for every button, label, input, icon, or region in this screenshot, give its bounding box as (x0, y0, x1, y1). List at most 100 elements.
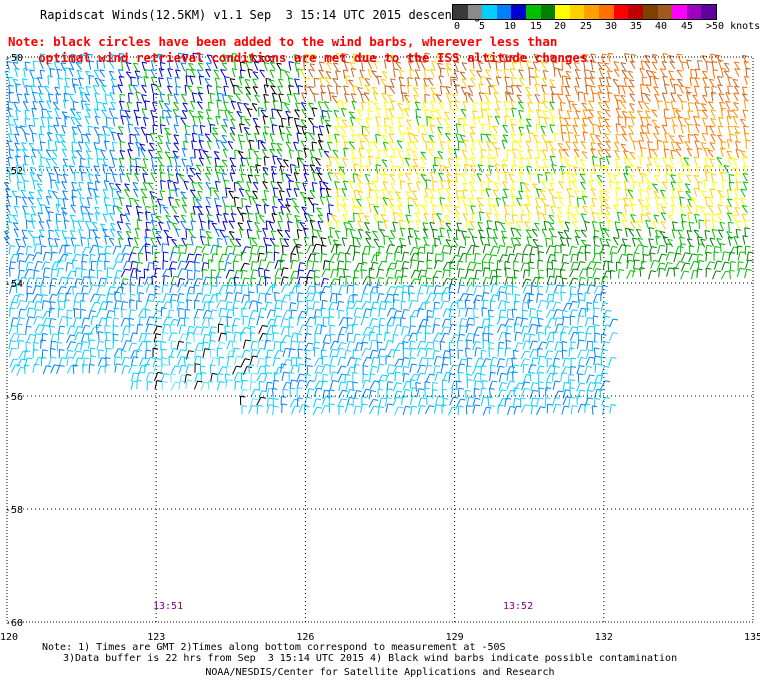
wind-barb-flag (527, 94, 533, 97)
wind-barb (661, 124, 667, 134)
wind-barb-flag (574, 61, 580, 64)
wind-barb (93, 165, 99, 174)
wind-barb (557, 143, 564, 151)
wind-barb (30, 206, 36, 215)
wind-barb (297, 85, 300, 95)
wind-barb-flag (69, 93, 75, 96)
wind-barb (541, 84, 546, 94)
wind-barb-flag (213, 253, 219, 256)
wind-barb (704, 157, 708, 168)
wind-barb-flag (244, 78, 251, 81)
wind-barb-flag (653, 132, 659, 135)
wind-barb-flag (158, 100, 165, 103)
wind-barb-flag (368, 155, 374, 158)
wind-barb-flag (424, 109, 430, 112)
wind-barb (528, 132, 532, 142)
wind-barb (502, 159, 508, 168)
wind-barb (61, 125, 66, 135)
wind-barb (510, 134, 516, 143)
wind-barb (296, 132, 300, 142)
wind-barb-flag (206, 166, 212, 169)
wind-barb (470, 189, 474, 199)
wind-barb (378, 246, 380, 256)
wind-barb (389, 156, 393, 165)
wind-barb (285, 126, 291, 135)
wind-barb-flag (210, 187, 216, 190)
wind-barb-flag (199, 75, 205, 78)
wind-barb-flag (238, 150, 244, 153)
wind-barb-flag (744, 75, 750, 78)
wind-barb-flag (727, 85, 733, 88)
wind-barb-flag (180, 117, 186, 120)
wind-barb (705, 252, 708, 262)
wind-barb (236, 86, 244, 95)
wind-barb (332, 78, 339, 87)
wind-barb (364, 84, 371, 93)
wind-barb (72, 254, 77, 263)
wind-barb-flag (521, 213, 527, 216)
wind-barb (712, 69, 716, 79)
wind-barb (219, 165, 225, 174)
wind-barb-flag (164, 127, 170, 130)
wind-barb-flag (54, 107, 60, 110)
legend-swatch (467, 5, 483, 19)
wind-barb-flag (702, 94, 708, 97)
wind-barb (21, 229, 26, 239)
wind-barb-flag (277, 157, 283, 160)
wind-barb-flag (81, 133, 87, 136)
wind-barb-flag (329, 261, 335, 264)
wind-barb (159, 62, 163, 72)
wind-barb (653, 86, 659, 95)
wind-barb (71, 141, 74, 152)
wind-barb (671, 205, 675, 215)
wind-barb (199, 125, 203, 135)
wind-barb-flag (573, 261, 579, 264)
wind-barb-flag (254, 132, 260, 135)
wind-barb-flag (657, 139, 663, 142)
wind-barb (43, 86, 50, 94)
wind-barb (325, 54, 330, 64)
wind-barb-flag (192, 132, 198, 135)
wind-barb (656, 165, 660, 175)
wind-barb-flag (629, 164, 635, 167)
wind-barb-flag (701, 55, 707, 58)
wind-barb (685, 86, 691, 96)
wind-barb-flag (629, 79, 635, 82)
wind-barb-flag (159, 204, 166, 207)
wind-barb (647, 141, 651, 151)
wind-barb-flag (701, 103, 707, 106)
wind-barb-flag (218, 109, 224, 112)
wind-barb-flag (526, 165, 532, 168)
wind-barb-flag (503, 134, 509, 137)
wind-barb (581, 195, 586, 205)
wind-barb-flag (154, 251, 161, 254)
wind-barb-flag (17, 93, 23, 96)
wind-barb (372, 92, 378, 102)
wind-barb-flag (431, 189, 437, 192)
wind-barb-flag (280, 69, 286, 72)
wind-barb-flag (733, 246, 739, 249)
wind-barb (704, 197, 708, 207)
wind-barb (277, 85, 282, 95)
wind-barb-flag (745, 139, 752, 142)
wind-barb-flag (79, 91, 86, 94)
wind-barb (12, 79, 18, 88)
wind-barb (216, 214, 220, 223)
wind-barb-flag (373, 141, 379, 144)
wind-barb (553, 67, 556, 77)
wind-barb-flag (463, 124, 469, 127)
wind-barb-flag (411, 150, 417, 153)
wind-barb-flag (742, 235, 748, 238)
wind-barb (454, 84, 458, 94)
wind-barb-flag (540, 125, 546, 128)
wind-barb-flag (255, 125, 261, 128)
wind-barb-flag (94, 126, 100, 129)
wind-barb (478, 211, 482, 221)
wind-barb-flag (485, 69, 491, 72)
wind-barb-flag (517, 140, 523, 143)
wind-barb-flag (647, 156, 653, 159)
wind-barb (540, 125, 546, 135)
wind-barb-flag (606, 76, 612, 79)
wind-barb (494, 164, 499, 174)
wind-barb (324, 77, 331, 86)
